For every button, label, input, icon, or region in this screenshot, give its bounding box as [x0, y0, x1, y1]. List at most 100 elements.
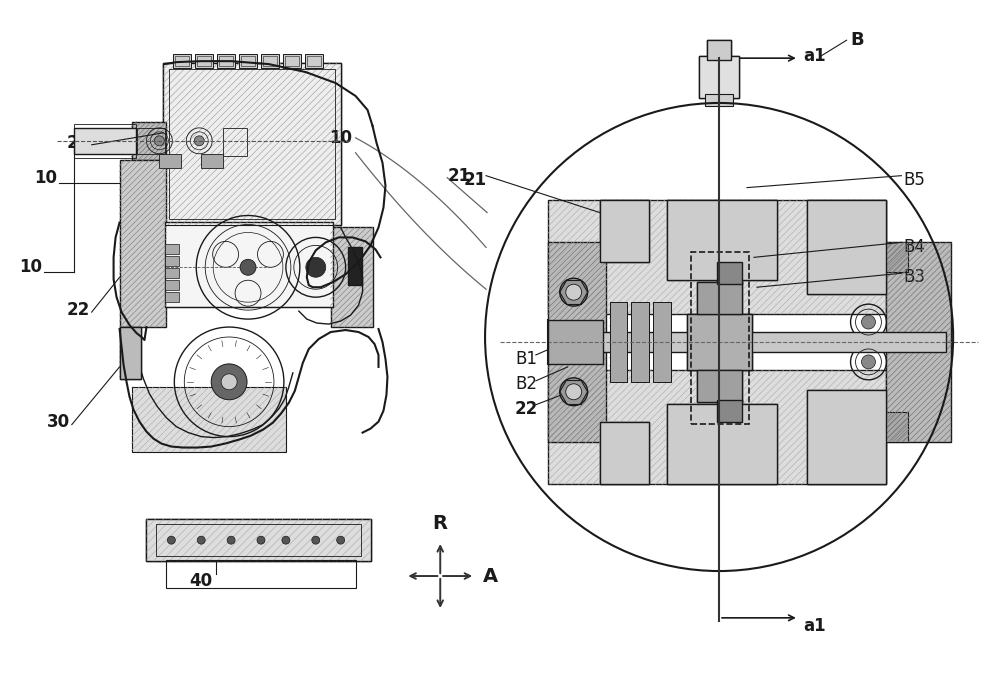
Text: 22: 22 — [515, 399, 538, 418]
Bar — [707, 40, 731, 60]
Bar — [697, 282, 742, 314]
Circle shape — [227, 536, 235, 544]
Circle shape — [566, 384, 582, 399]
Circle shape — [221, 374, 237, 390]
Circle shape — [560, 278, 588, 306]
Bar — [548, 332, 946, 352]
Bar — [548, 200, 886, 314]
Text: B: B — [851, 31, 864, 49]
Bar — [653, 302, 671, 382]
Bar — [197, 56, 211, 66]
Bar — [348, 247, 362, 285]
Text: a1: a1 — [803, 617, 825, 635]
Circle shape — [240, 259, 256, 276]
Bar — [697, 282, 742, 314]
Bar — [165, 280, 179, 290]
Bar — [691, 253, 749, 424]
Circle shape — [167, 536, 175, 544]
Bar — [548, 242, 606, 441]
Circle shape — [337, 536, 345, 544]
Bar — [807, 390, 886, 485]
Bar — [223, 128, 247, 156]
Bar — [137, 128, 165, 154]
Circle shape — [306, 257, 326, 278]
Bar — [74, 128, 136, 154]
Bar — [283, 54, 301, 68]
Bar — [548, 370, 886, 485]
Bar — [163, 63, 341, 225]
Bar — [159, 154, 181, 168]
Circle shape — [154, 136, 164, 146]
Text: A: A — [483, 567, 498, 586]
Bar — [548, 320, 603, 364]
Circle shape — [211, 364, 247, 399]
Text: 21: 21 — [67, 134, 90, 152]
Bar — [120, 160, 166, 327]
Bar — [165, 223, 333, 307]
Bar — [165, 268, 179, 278]
Circle shape — [197, 536, 205, 544]
Circle shape — [257, 536, 265, 544]
Bar — [667, 403, 777, 485]
Bar — [132, 387, 286, 452]
Text: 40: 40 — [190, 572, 213, 590]
Bar — [331, 227, 373, 327]
Bar — [74, 124, 136, 158]
Bar — [132, 122, 166, 160]
Bar — [868, 412, 908, 441]
Bar — [285, 56, 299, 66]
Circle shape — [862, 315, 875, 329]
Bar — [261, 54, 279, 68]
Bar — [120, 327, 141, 379]
Circle shape — [282, 536, 290, 544]
Bar — [707, 40, 731, 60]
Bar — [667, 200, 777, 280]
Bar — [868, 242, 908, 272]
Bar — [610, 302, 627, 382]
Bar — [600, 200, 649, 262]
Text: 10: 10 — [19, 258, 42, 276]
Bar — [717, 262, 742, 284]
Bar — [610, 302, 627, 382]
Bar — [717, 399, 742, 422]
Bar — [705, 94, 733, 106]
Text: a1: a1 — [803, 47, 825, 65]
Bar — [600, 422, 649, 485]
Bar — [699, 56, 739, 98]
Circle shape — [560, 378, 588, 406]
Bar — [219, 56, 233, 66]
Text: B4: B4 — [903, 238, 925, 257]
Bar — [600, 422, 649, 485]
Text: 21: 21 — [447, 167, 470, 185]
Bar — [307, 56, 321, 66]
Circle shape — [312, 536, 320, 544]
Bar — [241, 56, 255, 66]
Bar — [165, 257, 179, 266]
Bar — [697, 370, 742, 401]
Text: B5: B5 — [903, 171, 925, 189]
Bar — [156, 524, 361, 556]
Bar — [717, 399, 742, 422]
Bar — [169, 69, 335, 219]
Bar — [653, 302, 671, 382]
Bar — [807, 200, 886, 294]
Bar — [807, 390, 886, 485]
Circle shape — [862, 355, 875, 369]
Bar — [631, 302, 649, 382]
Text: 30: 30 — [47, 413, 70, 431]
Bar — [195, 54, 213, 68]
Circle shape — [566, 284, 582, 300]
Text: B3: B3 — [903, 268, 925, 286]
Bar — [717, 262, 742, 284]
Bar — [687, 314, 752, 370]
Bar — [699, 56, 739, 98]
Bar — [886, 242, 951, 441]
Bar — [120, 327, 141, 379]
Bar — [166, 560, 356, 588]
Bar — [146, 519, 371, 561]
Text: 21: 21 — [463, 171, 486, 189]
Bar — [165, 244, 179, 255]
Bar — [173, 54, 191, 68]
Bar — [687, 314, 752, 370]
Bar — [667, 200, 777, 280]
